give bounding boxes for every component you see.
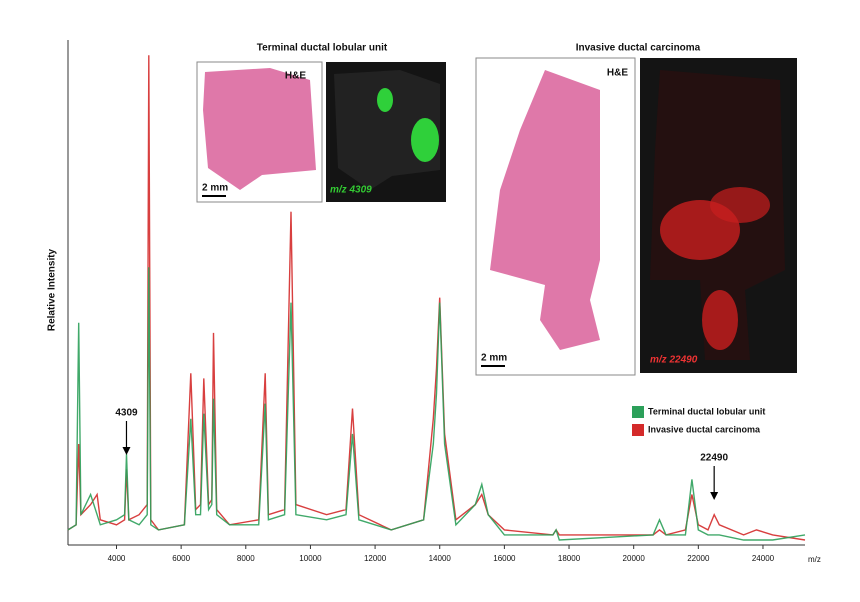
inset: Terminal ductal lobular unit H&E 2 mm m/… [196, 43, 446, 203]
ion-signal [411, 118, 439, 162]
tissue [490, 70, 600, 350]
inset-title: Terminal ductal lobular unit [257, 43, 388, 54]
tissue [203, 68, 316, 190]
x-tick-label: 20000 [623, 554, 646, 563]
x-tick-label: 10000 [299, 554, 322, 563]
x-tick-label: 22000 [687, 554, 710, 563]
ion-label: m/z 4309 [330, 185, 372, 196]
inset: Invasive ductal carcinoma H&E 2 mm m/z 2… [475, 43, 797, 376]
stain-label: H&E [607, 68, 628, 79]
arrow-head [710, 492, 719, 500]
arrow-head [122, 447, 131, 455]
series-line [67, 267, 806, 541]
x-tick-label: 8000 [237, 554, 255, 563]
x-tick-label: 6000 [172, 554, 190, 563]
ion-signal [702, 290, 738, 350]
plot-area: 4000 6000 8000 10000 12000 14000 16000 18000 200… [67, 40, 806, 563]
legend-label: Terminal ductal lobular unit [648, 406, 765, 416]
tissue-dark [334, 70, 440, 190]
annotation-label: 22490 [700, 453, 728, 464]
x-axis-label: m/z [808, 555, 821, 564]
scale-label: 2 mm [202, 183, 228, 194]
x-tick-label: 18000 [558, 554, 581, 563]
ion-label: m/z 22490 [650, 355, 698, 366]
x-tick-label: 14000 [429, 554, 452, 563]
legend-swatch [632, 424, 644, 436]
ion-signal [710, 187, 770, 223]
ion-signal [377, 88, 393, 112]
x-tick-label: 16000 [493, 554, 516, 563]
x-tick-label: 4000 [108, 554, 126, 563]
annotation-label: 4309 [115, 408, 138, 419]
scale-label: 2 mm [481, 353, 507, 364]
stain-label: H&E [285, 71, 306, 82]
y-axis-label: Relative Intensity [47, 248, 58, 331]
x-tick-label: 12000 [364, 554, 387, 563]
inset-title: Invasive ductal carcinoma [576, 43, 701, 54]
legend-swatch [632, 406, 644, 418]
legend-label: Invasive ductal carcinoma [648, 424, 761, 434]
x-tick-label: 24000 [752, 554, 775, 563]
